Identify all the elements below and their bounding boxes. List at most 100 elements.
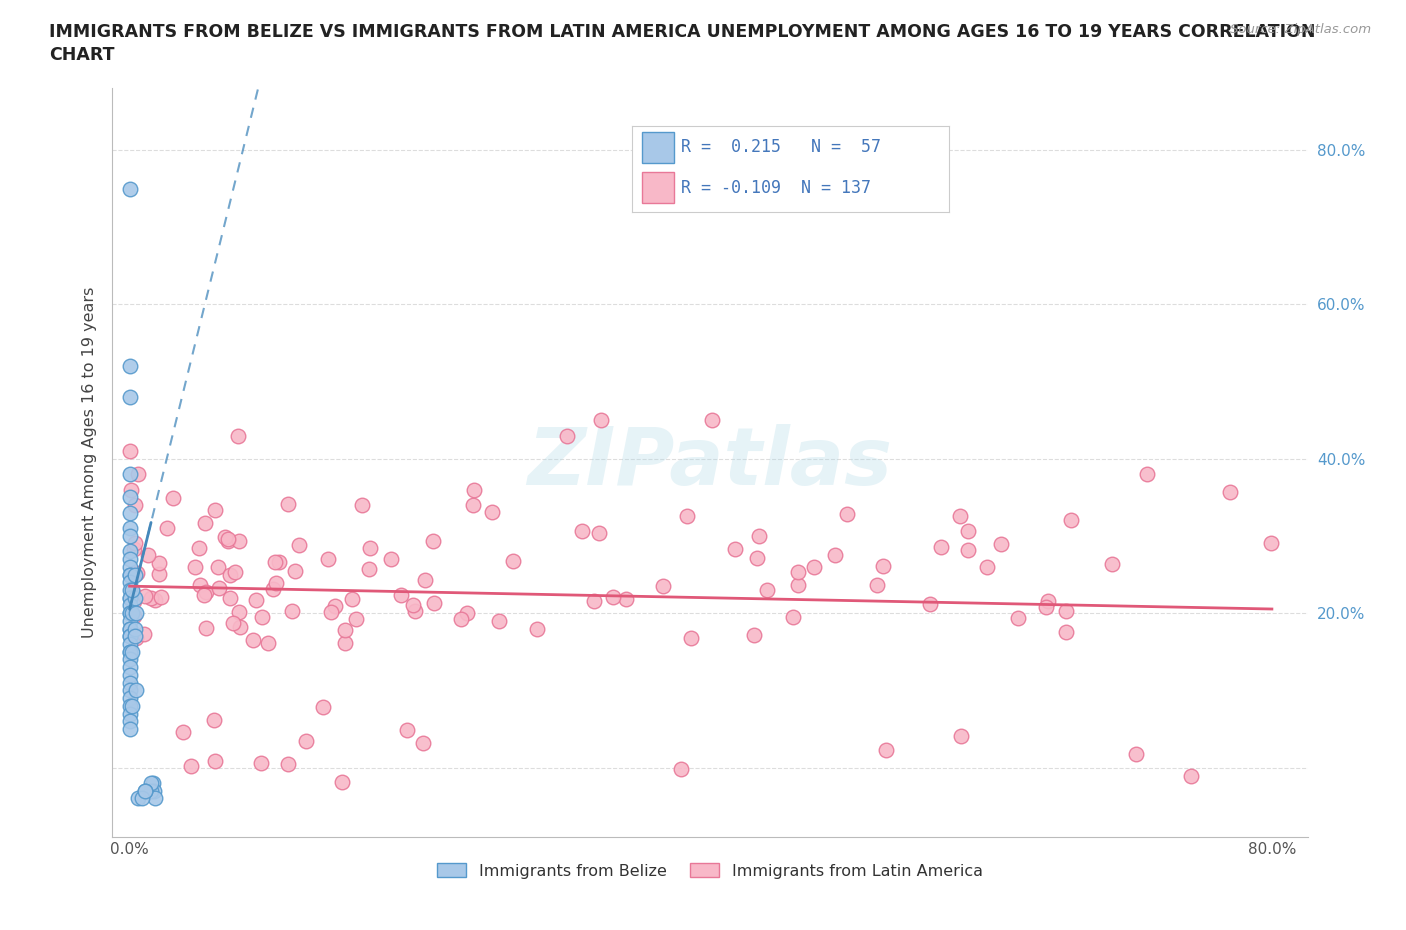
Point xyxy=(990,536,1012,551)
Point xyxy=(1007,610,1029,625)
Point xyxy=(929,539,952,554)
Point xyxy=(121,582,143,597)
Point xyxy=(681,631,703,645)
Point xyxy=(288,538,311,553)
Point xyxy=(118,528,141,543)
Point xyxy=(277,757,299,772)
Point xyxy=(389,588,412,603)
Point xyxy=(118,629,141,644)
Point xyxy=(344,612,367,627)
Point xyxy=(143,791,166,806)
Point xyxy=(124,567,146,582)
Point xyxy=(875,743,897,758)
Text: CHART: CHART xyxy=(49,46,115,64)
Text: IMMIGRANTS FROM BELIZE VS IMMIGRANTS FROM LATIN AMERICA UNEMPLOYMENT AMONG AGES : IMMIGRANTS FROM BELIZE VS IMMIGRANTS FRO… xyxy=(49,23,1316,41)
Point xyxy=(1101,557,1123,572)
Point xyxy=(139,591,162,605)
Point xyxy=(249,755,271,770)
Point xyxy=(456,605,478,620)
Point xyxy=(124,535,146,550)
Point xyxy=(724,541,747,556)
Point xyxy=(284,564,307,578)
Point xyxy=(143,783,166,798)
Point xyxy=(221,615,243,630)
Point xyxy=(602,590,624,604)
Point xyxy=(702,413,724,428)
Point xyxy=(1260,536,1282,551)
Point xyxy=(756,583,779,598)
Point xyxy=(118,467,141,482)
Point xyxy=(127,467,149,482)
Point xyxy=(782,610,804,625)
Point xyxy=(118,714,141,729)
Point xyxy=(121,644,143,659)
Point xyxy=(252,609,274,624)
Point xyxy=(217,531,239,546)
Point xyxy=(118,567,141,582)
Point xyxy=(747,551,769,565)
Point xyxy=(359,540,381,555)
Point xyxy=(118,560,141,575)
Point xyxy=(803,560,825,575)
Point xyxy=(180,759,202,774)
Point xyxy=(193,587,215,602)
Point xyxy=(118,605,141,620)
Point xyxy=(194,516,217,531)
Point xyxy=(395,723,418,737)
Point xyxy=(404,604,426,618)
Point xyxy=(1136,467,1159,482)
Point xyxy=(614,591,637,606)
Point xyxy=(591,413,613,428)
Point xyxy=(224,565,246,579)
Point xyxy=(125,605,148,620)
Point xyxy=(956,524,979,538)
Point xyxy=(676,509,699,524)
Point xyxy=(1060,512,1083,527)
Point xyxy=(669,762,692,777)
Point xyxy=(139,776,162,790)
Point xyxy=(325,598,347,613)
Point xyxy=(118,390,141,405)
Point xyxy=(118,490,141,505)
Point xyxy=(866,578,889,593)
Point xyxy=(335,623,357,638)
Point xyxy=(184,560,207,575)
Point xyxy=(148,566,170,581)
Point xyxy=(357,562,380,577)
Point xyxy=(194,585,217,600)
Point xyxy=(228,534,250,549)
Point xyxy=(118,706,141,721)
Point xyxy=(118,605,141,620)
Point xyxy=(488,614,510,629)
Point xyxy=(162,491,184,506)
Point xyxy=(124,591,146,605)
Point xyxy=(118,644,141,659)
Point xyxy=(118,521,141,536)
Point xyxy=(824,547,846,562)
Point xyxy=(651,579,673,594)
Point xyxy=(316,551,339,566)
Point xyxy=(118,181,141,196)
Point xyxy=(118,659,141,674)
Point xyxy=(118,691,141,706)
Point xyxy=(187,540,209,555)
Point xyxy=(125,683,148,698)
Point xyxy=(131,791,153,806)
Point xyxy=(124,566,146,581)
Point xyxy=(264,576,287,591)
Point xyxy=(1036,593,1059,608)
Point xyxy=(150,589,173,604)
Point xyxy=(748,529,770,544)
Point xyxy=(957,543,980,558)
Point xyxy=(118,675,141,690)
Point xyxy=(124,621,146,636)
Point xyxy=(156,520,179,535)
Point xyxy=(118,551,141,566)
Point xyxy=(502,553,524,568)
Point xyxy=(256,636,278,651)
Point xyxy=(118,505,141,520)
Legend: Immigrants from Belize, Immigrants from Latin America: Immigrants from Belize, Immigrants from … xyxy=(430,857,990,885)
Point xyxy=(312,699,335,714)
Point xyxy=(204,503,226,518)
Point xyxy=(118,567,141,582)
